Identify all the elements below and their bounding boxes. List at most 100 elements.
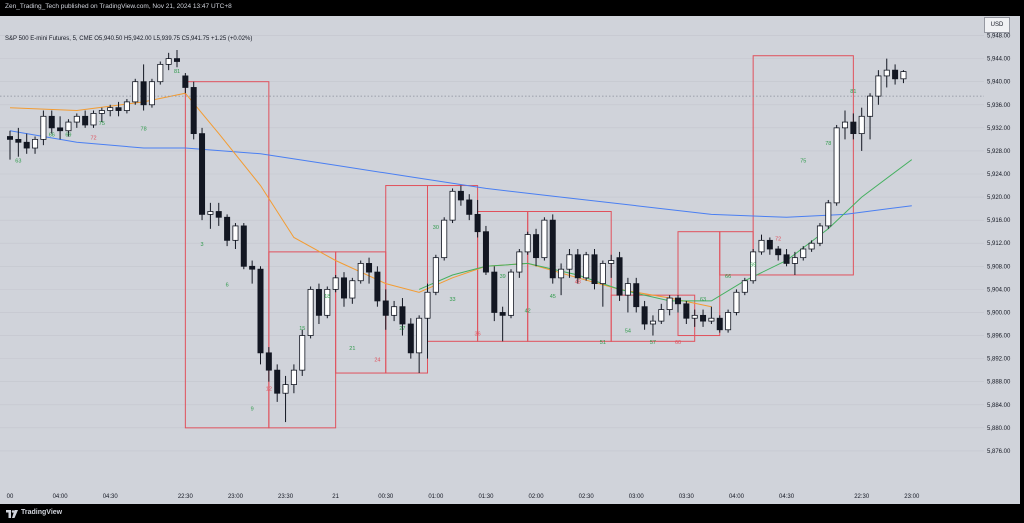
candle: [558, 263, 565, 296]
bar-count-label: 78: [141, 127, 147, 133]
candle: [766, 237, 773, 255]
candle: [98, 107, 105, 123]
bar-count-label: 51: [600, 340, 606, 346]
candle-body-bull: [299, 335, 306, 371]
candle-body-bear: [240, 225, 247, 267]
candle-body-bear: [190, 87, 197, 135]
candle: [382, 289, 389, 330]
time-tick-label: 04:30: [779, 494, 795, 500]
candle: [190, 81, 197, 140]
bar-count-label: 72: [90, 135, 96, 141]
candle-body-bear: [366, 263, 373, 273]
candle: [533, 228, 540, 267]
candle-body-bear: [382, 300, 389, 316]
time-tick-label: 23:00: [228, 494, 244, 500]
candle-body-bear: [399, 306, 406, 325]
candle: [599, 260, 606, 307]
candle: [123, 99, 130, 114]
candle: [791, 251, 798, 275]
candle-body-bear: [491, 271, 498, 313]
candle: [140, 64, 147, 111]
candle-body-bull: [858, 115, 865, 135]
candle-body-bear: [633, 283, 640, 308]
candle: [324, 286, 331, 319]
bar-count-label: 48: [575, 280, 581, 286]
candle-body-bull: [349, 280, 356, 299]
candle-body-bull: [583, 254, 590, 279]
candle-body-bear: [591, 254, 598, 285]
time-tick-label: 03:00: [629, 494, 645, 500]
bar-count-label: 75: [800, 158, 806, 164]
candle: [107, 104, 114, 117]
bar-count-label: 12: [266, 386, 272, 392]
bar-count-label: 18: [324, 294, 330, 300]
candle-body-bull: [658, 309, 665, 322]
candle-body-bull: [207, 211, 214, 215]
bar-count-label: 21: [349, 346, 355, 352]
price-tick-label: 5,936.00: [987, 103, 1011, 109]
candle: [875, 70, 882, 105]
bar-count-label: 27: [399, 326, 405, 332]
candle: [224, 214, 231, 247]
candle: [73, 113, 80, 128]
candle: [332, 274, 339, 293]
candle-body-bear: [82, 115, 89, 126]
candle-body-bear: [616, 257, 623, 296]
candle-body-bear: [15, 138, 22, 143]
candle-body-bull: [725, 312, 732, 331]
bar-count-label: 45: [550, 294, 556, 300]
candle-body-bear: [265, 352, 272, 371]
candle-body-bull: [649, 320, 656, 325]
time-tick-label: 01:00: [428, 494, 444, 500]
candle-body-bear: [549, 219, 556, 279]
time-tick-label: 04:30: [103, 494, 119, 500]
candle-body-bear: [340, 277, 347, 299]
candle: [842, 110, 849, 140]
time-tick-label: 23:00: [904, 494, 920, 500]
candle-body-bear: [457, 190, 464, 201]
candle-body-bull: [357, 263, 364, 282]
price-scale[interactable]: 5,948.00 5,944.00 5,940.00 5,936.00 5,932.00…: [984, 16, 1020, 504]
price-tick-label: 5,928.00: [987, 149, 1011, 155]
candle: [57, 116, 64, 140]
candle: [32, 136, 39, 154]
candle-body-bear: [641, 306, 648, 325]
time-scale[interactable]: 00 04:00 04:30 22:30 23:00 23:30 21 00:30 01:00 0…: [0, 488, 984, 504]
candle-body-bull: [165, 58, 172, 65]
candle: [516, 249, 523, 278]
candle: [299, 329, 306, 376]
candle-body-bull: [449, 190, 456, 221]
candle: [549, 214, 556, 284]
candle: [416, 315, 423, 374]
candle: [424, 283, 431, 359]
price-tick-label: 5,876.00: [987, 449, 1011, 455]
candle: [499, 306, 506, 342]
candle: [691, 309, 698, 327]
candle-body-bear: [716, 317, 723, 331]
candle-body-bull: [507, 271, 514, 316]
candle-body-bull: [666, 297, 673, 310]
candle: [240, 223, 247, 270]
candle: [349, 277, 356, 304]
bar-count-label: 36: [475, 332, 481, 338]
candle-body-bull: [424, 291, 431, 319]
candle-body-bull: [416, 317, 423, 354]
candle-body-bear: [224, 216, 231, 241]
candle: [783, 249, 790, 267]
candle-body-bear: [766, 239, 773, 250]
time-tick-label: 02:00: [529, 494, 545, 500]
candle: [165, 52, 172, 71]
chart-pane[interactable]: 63 66 69 75 72 78 81 3 6 9 12 15 18 21 24 27 30 33 36 39 42 4…: [0, 16, 984, 504]
time-scale-bg: [0, 488, 984, 504]
bar-count-label: 42: [525, 308, 531, 314]
bar-count-label: 57: [650, 340, 656, 346]
ema-slow-blue-line: [9, 130, 912, 218]
candle: [173, 49, 180, 68]
time-tick-label: 21: [332, 494, 339, 500]
currency-label[interactable]: USD: [984, 17, 1010, 33]
candle-body-bear: [892, 69, 899, 80]
candle-body-bull: [750, 251, 757, 282]
candle: [624, 277, 631, 313]
candle: [583, 251, 590, 281]
